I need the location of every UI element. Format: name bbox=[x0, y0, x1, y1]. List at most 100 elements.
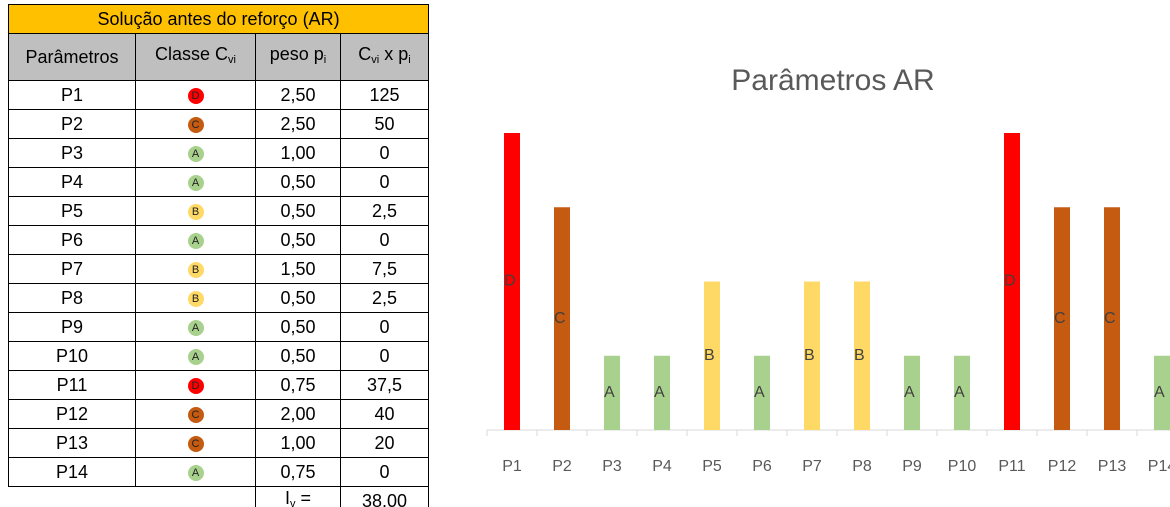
cell: P11 bbox=[8, 370, 136, 400]
cell: 0,50 bbox=[255, 196, 341, 226]
x-tick-label: P10 bbox=[948, 458, 977, 475]
cell: 0,50 bbox=[255, 312, 341, 342]
bar bbox=[904, 355, 920, 430]
cell: P2 bbox=[8, 109, 136, 139]
text: I bbox=[284, 488, 290, 507]
class-badge: C bbox=[187, 117, 204, 134]
x-tick-label: P12 bbox=[1048, 458, 1077, 475]
cell: D bbox=[135, 370, 256, 400]
class-badge: D bbox=[187, 88, 204, 105]
cell: 125 bbox=[340, 80, 429, 110]
text: peso p bbox=[269, 44, 324, 64]
cell: 1,50 bbox=[255, 254, 341, 284]
text: Classe C bbox=[155, 44, 229, 64]
cell: P10 bbox=[8, 341, 136, 371]
data-row: P6 A 0,50 0 bbox=[8, 225, 429, 255]
bar-label: A bbox=[604, 384, 615, 401]
cell: A bbox=[135, 312, 256, 342]
column-header: peso pi bbox=[255, 33, 341, 81]
table-title: Solução antes do reforço (AR) bbox=[8, 4, 429, 34]
cell: 7,5 bbox=[340, 254, 429, 284]
cell: 0 bbox=[340, 167, 429, 197]
cell: P14 bbox=[8, 457, 136, 487]
cell: D bbox=[135, 80, 256, 110]
bar bbox=[1154, 355, 1170, 430]
x-tick-label: P4 bbox=[652, 458, 672, 475]
class-badge: B bbox=[187, 204, 204, 221]
x-tick-label: P8 bbox=[852, 458, 872, 475]
data-row: P1 D 2,50 125 bbox=[8, 80, 429, 110]
subscript: vi bbox=[371, 54, 380, 66]
cell: 0,50 bbox=[255, 341, 341, 371]
bar-label: C bbox=[1104, 310, 1116, 327]
x-tick-label: P7 bbox=[802, 458, 822, 475]
cell: C bbox=[135, 428, 256, 458]
class-badge: B bbox=[187, 262, 204, 279]
cell: 50 bbox=[340, 109, 429, 139]
data-row: P14 A 0,75 0 bbox=[8, 457, 429, 487]
bar-label: D bbox=[1004, 273, 1016, 290]
cell: 2,5 bbox=[340, 196, 429, 226]
table: Solução antes do reforço (AR) Parâmetros C… bbox=[8, 4, 429, 507]
text: = bbox=[295, 488, 312, 507]
data-row: P7 B 1,50 7,5 bbox=[8, 254, 429, 284]
bar bbox=[604, 355, 620, 430]
cell: P9 bbox=[8, 312, 136, 342]
x-tick-label: P2 bbox=[552, 458, 572, 475]
class-badge: C bbox=[187, 407, 204, 424]
data-row: P11 D 0,75 37,5 bbox=[8, 370, 429, 400]
bar-label: B bbox=[704, 347, 715, 364]
subscript: i bbox=[323, 54, 327, 66]
bar bbox=[704, 281, 720, 430]
cell: P12 bbox=[8, 399, 136, 429]
bar bbox=[504, 133, 520, 430]
cell: P1 bbox=[8, 80, 136, 110]
subscript: i bbox=[408, 54, 411, 66]
x-tick-label: P9 bbox=[902, 458, 922, 475]
column-header: Cvi x pi bbox=[340, 33, 429, 81]
footer-label: Iv = bbox=[255, 486, 341, 507]
bar bbox=[954, 355, 970, 430]
cell: B bbox=[135, 283, 256, 313]
bar-label: C bbox=[1054, 310, 1066, 327]
class-badge: A bbox=[187, 146, 204, 163]
x-tick-label: P6 bbox=[752, 458, 772, 475]
chart-title: Parâmetros AR bbox=[731, 64, 934, 97]
header-row: Parâmetros Classe Cvi peso pi Cvi x pi bbox=[8, 33, 429, 81]
data-row: P3 A 1,00 0 bbox=[8, 138, 429, 168]
cell: P4 bbox=[8, 167, 136, 197]
data-row: P2 C 2,50 50 bbox=[8, 109, 429, 139]
bar-label: A bbox=[954, 384, 965, 401]
class-badge: A bbox=[187, 233, 204, 250]
bar-label: C bbox=[554, 310, 566, 327]
bar bbox=[554, 207, 570, 430]
class-badge: B bbox=[187, 291, 204, 308]
cell: P13 bbox=[8, 428, 136, 458]
cell: 2,5 bbox=[340, 283, 429, 313]
data-row: P8 B 0,50 2,5 bbox=[8, 283, 429, 313]
cell: A bbox=[135, 457, 256, 487]
cell: 2,50 bbox=[255, 109, 341, 139]
cell: 37,5 bbox=[340, 370, 429, 400]
data-row: P4 A 0,50 0 bbox=[8, 167, 429, 197]
cell: 40 bbox=[340, 399, 429, 429]
bar-label: B bbox=[854, 347, 865, 364]
x-tick-label: P5 bbox=[702, 458, 722, 475]
title-row: Solução antes do reforço (AR) bbox=[8, 4, 429, 34]
cell: P6 bbox=[8, 225, 136, 255]
bar-label: D bbox=[504, 273, 516, 290]
cell: 0,75 bbox=[255, 457, 341, 487]
bar-label: A bbox=[654, 384, 665, 401]
bar bbox=[1104, 207, 1120, 430]
text: Parâmetros bbox=[25, 47, 119, 67]
x-tick-label: P11 bbox=[998, 458, 1025, 475]
text: x p bbox=[379, 44, 409, 64]
bar-label: A bbox=[1154, 384, 1165, 401]
footer-row: Iv = 38,00 bbox=[9, 486, 429, 507]
x-tick-label: P3 bbox=[602, 458, 622, 475]
bar bbox=[1004, 133, 1020, 430]
bar bbox=[1054, 207, 1070, 430]
subscript: vi bbox=[228, 54, 236, 66]
x-tick-label: P1 bbox=[502, 458, 522, 475]
